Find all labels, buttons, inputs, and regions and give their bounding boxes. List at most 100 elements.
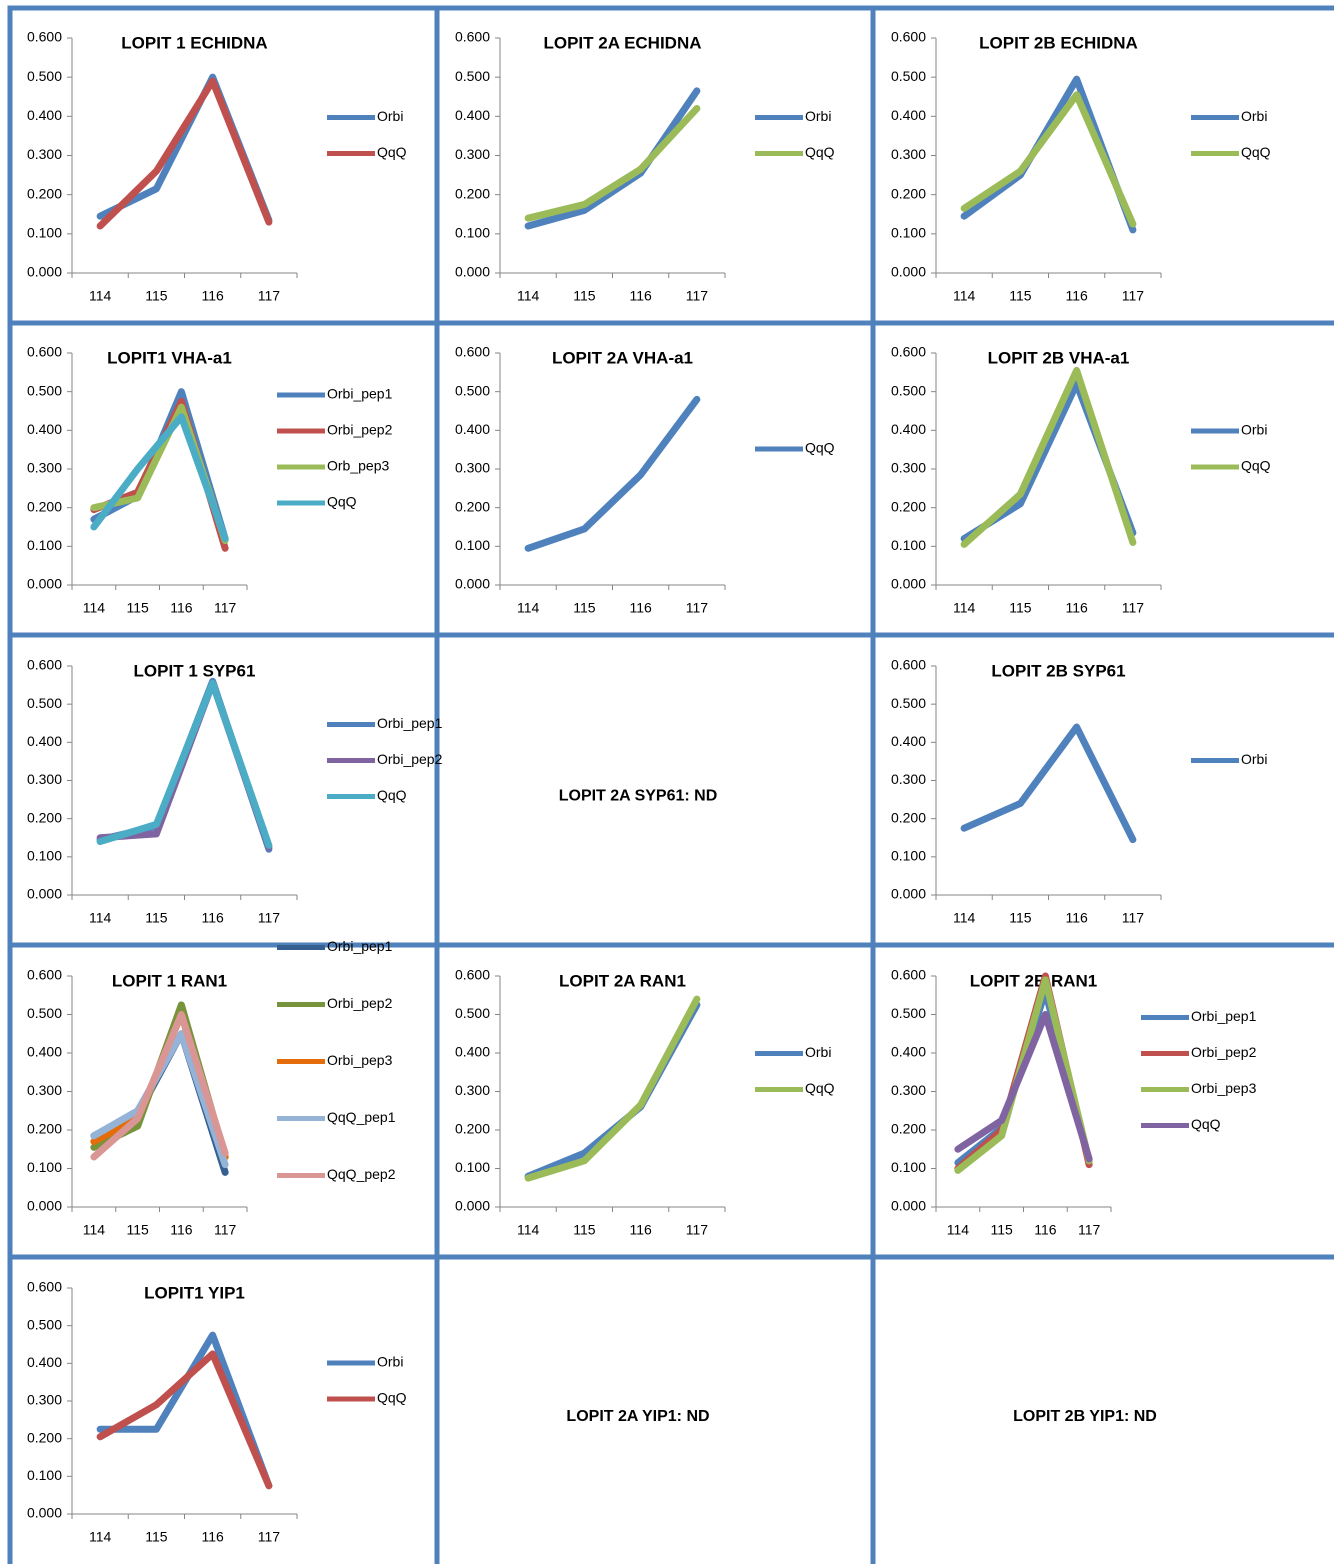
x-tick-label: 117 — [1122, 910, 1145, 926]
note: LOPIT 2B YIP1: ND — [1013, 1408, 1157, 1425]
note: LOPIT 2A YIP1: ND — [566, 1408, 709, 1425]
y-tick-label: 0.500 — [27, 1005, 62, 1021]
x-tick-label: 114 — [947, 1222, 970, 1238]
y-tick-label: 0.300 — [27, 1392, 62, 1408]
legend-label: Orb_pep3 — [327, 458, 389, 474]
legend-label: QqQ_pep1 — [327, 1109, 396, 1125]
y-tick-label: 0.100 — [891, 537, 926, 553]
x-tick-label: 117 — [214, 1222, 237, 1238]
x-tick-label: 114 — [89, 1529, 112, 1545]
y-tick-label: 0.300 — [891, 771, 926, 787]
y-tick-label: 0.600 — [891, 657, 926, 673]
y-tick-label: 0.100 — [891, 1159, 926, 1175]
y-tick-label: 0.600 — [891, 344, 926, 360]
chart-title: LOPIT 2B ECHIDNA — [979, 33, 1138, 52]
y-tick-label: 0.400 — [455, 107, 490, 123]
y-tick-label: 0.300 — [455, 146, 490, 162]
x-tick-label: 115 — [1009, 288, 1032, 304]
y-tick-label: 0.500 — [455, 68, 490, 84]
y-tick-label: 0.600 — [891, 29, 926, 45]
y-tick-label: 0.400 — [891, 421, 926, 437]
legend-label: Orbi — [1241, 108, 1267, 124]
y-tick-label: 0.400 — [27, 733, 62, 749]
chart-panel: 0.000 0.100 0.200 0.300 0.400 0.500 0.600 114 11… — [891, 967, 1257, 1238]
chart-panel: 0.000 0.100 0.200 0.300 0.400 0.500 0.600 114 11… — [455, 967, 835, 1238]
legend-label: Orbi_pep1 — [377, 715, 443, 731]
legend-label: Orbi_pep2 — [377, 751, 443, 767]
y-tick-label: 0.200 — [27, 1429, 62, 1445]
legend-label: Orbi_pep1 — [327, 938, 393, 954]
series-line — [90, 388, 229, 543]
legend-label: Orbi_pep2 — [327, 422, 393, 438]
x-tick-label: 114 — [83, 600, 106, 616]
y-tick-label: 0.400 — [27, 1354, 62, 1370]
legend-label: Orbi_pep2 — [327, 995, 393, 1011]
y-tick-label: 0.100 — [27, 1467, 62, 1483]
y-tick-label: 0.600 — [455, 967, 490, 983]
y-tick-label: 0.200 — [27, 185, 62, 201]
legend-label: QqQ — [377, 144, 407, 160]
y-tick-label: 0.200 — [455, 1121, 490, 1137]
legend-label: QqQ — [805, 144, 835, 160]
chart-title: LOPIT 2A ECHIDNA — [543, 33, 701, 52]
x-tick-label: 117 — [686, 288, 709, 304]
y-tick-label: 0.500 — [891, 68, 926, 84]
x-tick-label: 117 — [214, 600, 237, 616]
chart-panel: 0.000 0.100 0.200 0.300 0.400 0.500 0.600 114 11… — [455, 344, 835, 616]
y-tick-label: 0.100 — [27, 1159, 62, 1175]
series-line — [96, 1331, 273, 1490]
chart-panel: 0.000 0.100 0.200 0.300 0.400 0.500 0.600 114 11… — [27, 29, 407, 304]
chart-title: LOPIT1 YIP1 — [144, 1283, 245, 1302]
legend-label: Orbi — [805, 108, 831, 124]
y-tick-label: 0.000 — [27, 264, 62, 280]
x-tick-label: 115 — [573, 288, 596, 304]
x-tick-label: 117 — [258, 288, 281, 304]
y-tick-label: 0.400 — [455, 421, 490, 437]
y-tick-label: 0.400 — [27, 421, 62, 437]
y-tick-label: 0.300 — [27, 1082, 62, 1098]
x-tick-label: 116 — [629, 288, 652, 304]
series-line — [960, 91, 1137, 228]
series-line — [960, 366, 1137, 548]
chart-title: LOPIT1 VHA-a1 — [107, 348, 232, 367]
y-tick-label: 0.000 — [891, 886, 926, 902]
y-tick-label: 0.300 — [891, 146, 926, 162]
x-tick-label: 114 — [953, 288, 976, 304]
legend-label: QqQ — [805, 1080, 835, 1096]
y-tick-label: 0.200 — [455, 498, 490, 514]
y-tick-label: 0.300 — [27, 146, 62, 162]
y-tick-label: 0.100 — [891, 848, 926, 864]
y-tick-label: 0.500 — [891, 1005, 926, 1021]
x-tick-label: 116 — [1065, 600, 1088, 616]
y-tick-label: 0.400 — [455, 1044, 490, 1060]
x-tick-label: 116 — [629, 600, 652, 616]
x-tick-label: 116 — [629, 1222, 652, 1238]
y-tick-label: 0.600 — [27, 29, 62, 45]
x-tick-label: 117 — [1078, 1222, 1101, 1238]
x-tick-label: 115 — [990, 1222, 1013, 1238]
series-line — [524, 995, 701, 1182]
x-tick-label: 115 — [145, 910, 168, 926]
chart-title: LOPIT 2A RAN1 — [559, 971, 686, 990]
y-tick-label: 0.000 — [27, 886, 62, 902]
y-tick-label: 0.500 — [455, 1005, 490, 1021]
chart-panel: 0.000 0.100 0.200 0.300 0.400 0.500 0.600 114 11… — [455, 29, 835, 304]
legend-label: Orbi_pep1 — [327, 386, 393, 402]
chart-title: LOPIT 2B SYP61 — [991, 661, 1125, 680]
y-tick-label: 0.500 — [27, 695, 62, 711]
y-tick-label: 0.000 — [27, 1505, 62, 1521]
y-tick-label: 0.200 — [891, 1121, 926, 1137]
y-tick-label: 0.200 — [27, 1121, 62, 1137]
legend-label: QqQ — [1241, 458, 1271, 474]
y-tick-label: 0.000 — [891, 264, 926, 280]
legend-label: QqQ — [327, 494, 357, 510]
y-tick-label: 0.600 — [27, 1279, 62, 1295]
chart-panel: 0.000 0.100 0.200 0.300 0.400 0.500 0.600 114 11… — [891, 657, 1268, 926]
x-tick-label: 115 — [126, 1222, 149, 1238]
x-tick-label: 117 — [1122, 600, 1145, 616]
x-tick-label: 115 — [145, 288, 168, 304]
legend-label: Orbi — [377, 1354, 403, 1370]
x-tick-label: 116 — [201, 1529, 224, 1545]
legend-label: Orbi — [805, 1044, 831, 1060]
